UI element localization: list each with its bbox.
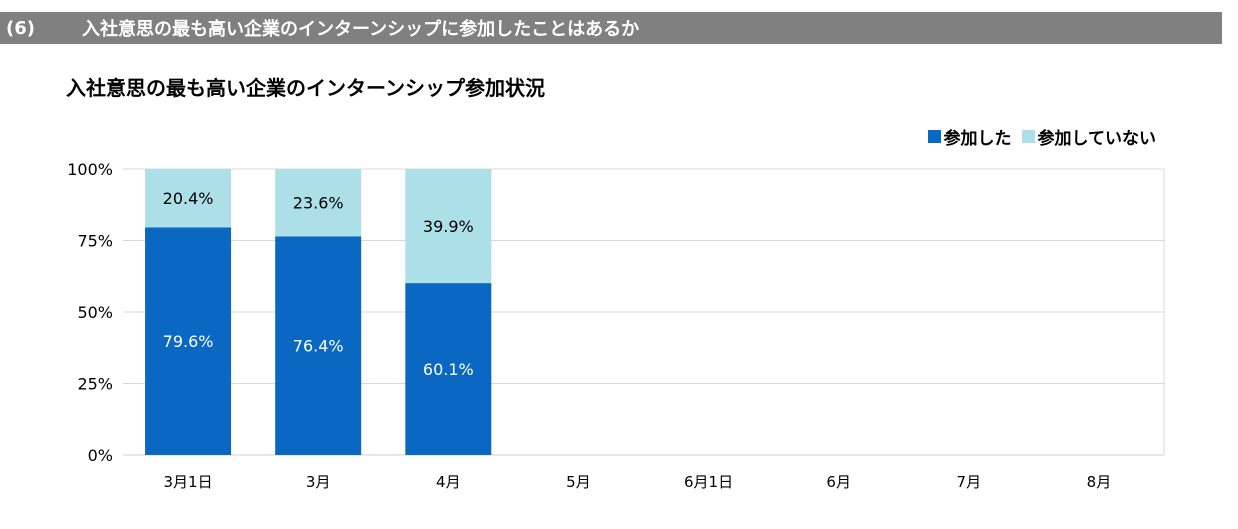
bar-not-participated: [145, 169, 232, 228]
chart-title: 入社意思の最も高い企業のインターンシップ参加状況: [66, 76, 545, 100]
y-tick-label: 75%: [77, 232, 113, 251]
data-label-participated: 76.4%: [293, 337, 344, 356]
bar-participated: [405, 283, 492, 455]
section-title: 入社意思の最も高い企業のインターンシップに参加したことはあるか: [82, 19, 640, 40]
legend-label-not-participated: 参加していない: [1037, 129, 1157, 149]
x-tick-label: 6月: [826, 473, 851, 491]
x-tick-label: 4月: [436, 473, 461, 491]
data-label-participated: 79.6%: [163, 332, 214, 351]
bar-not-participated: [275, 169, 362, 237]
bar-participated: [145, 227, 232, 455]
legend-swatch-participated: [927, 130, 941, 143]
x-tick-label: 6月1日: [684, 473, 733, 491]
data-label-not-participated: 23.6%: [293, 194, 344, 213]
legend-item-participated: 参加した: [927, 124, 1012, 149]
x-tick-label: 3月: [306, 473, 331, 491]
x-tick-label: 8月: [1087, 473, 1112, 491]
legend-item-not-participated: 参加していない: [1021, 124, 1157, 149]
x-tick-label: 7月: [957, 473, 982, 491]
x-tick-label: 5月: [566, 473, 591, 491]
section-header-bar: (6) 入社意思の最も高い企業のインターンシップに参加したことはあるか: [0, 12, 1222, 44]
y-tick-label: 50%: [77, 303, 113, 322]
legend-swatch-not-participated: [1021, 130, 1035, 143]
section-number: (6): [6, 17, 35, 39]
bar-participated: [275, 236, 362, 455]
y-tick-label: 100%: [67, 160, 113, 179]
bar-not-participated: [405, 169, 492, 284]
chart-legend: 参加した 参加していない: [918, 124, 1157, 149]
y-tick-label: 0%: [88, 446, 113, 465]
data-label-participated: 60.1%: [423, 360, 474, 379]
x-tick-label: 3月1日: [164, 473, 213, 491]
legend-label-participated: 参加した: [943, 129, 1012, 149]
data-label-not-participated: 20.4%: [163, 189, 214, 208]
data-label-not-participated: 39.9%: [423, 217, 474, 236]
y-tick-label: 25%: [77, 375, 113, 394]
